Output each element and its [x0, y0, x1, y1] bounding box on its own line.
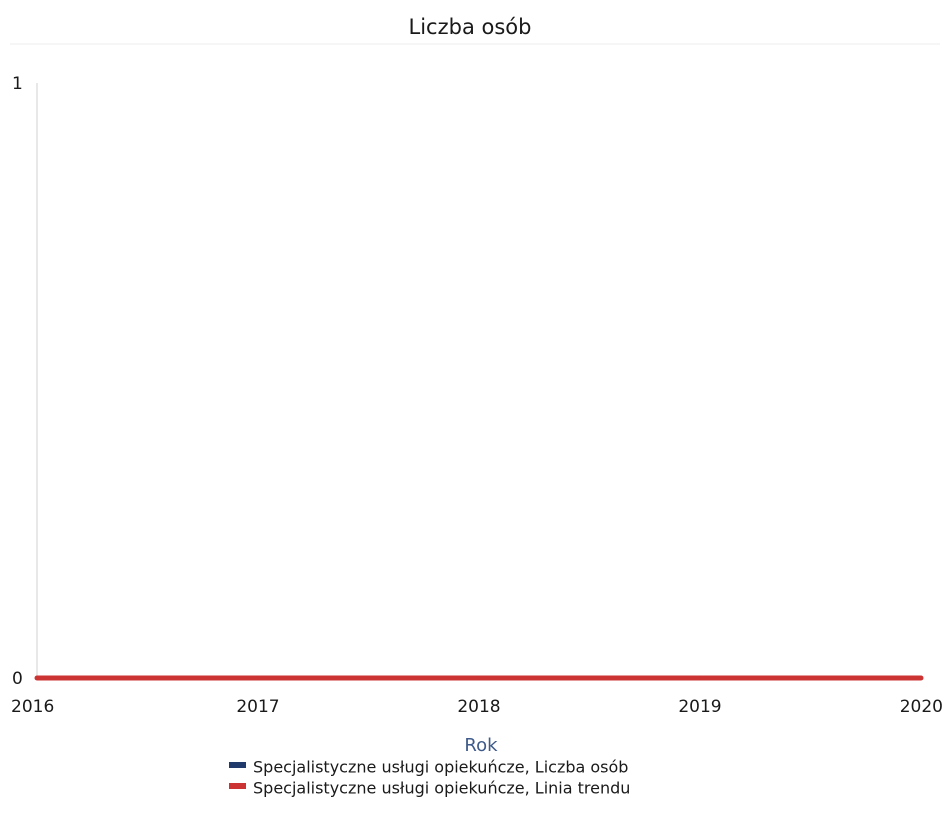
- chart-title: Liczba osób: [409, 15, 532, 39]
- legend-swatch: [229, 783, 246, 789]
- x-tick-label: 2019: [678, 697, 721, 717]
- legend-label: Specjalistyczne usługi opiekuńcze, Linia…: [253, 779, 630, 798]
- series-point: [698, 676, 702, 680]
- plot-area: 0 1 2016 2017 2018 2019 2020: [11, 74, 943, 717]
- series-point: [35, 676, 39, 680]
- series-point: [256, 676, 260, 680]
- y-tick-label: 0: [12, 669, 23, 689]
- x-tick-label: 2018: [457, 697, 500, 717]
- legend: Specjalistyczne usługi opiekuńcze, Liczb…: [229, 758, 630, 798]
- x-tick-label: 2017: [236, 697, 279, 717]
- series-point: [919, 676, 923, 680]
- series-point: [477, 676, 481, 680]
- legend-swatch: [229, 762, 246, 768]
- legend-label: Specjalistyczne usługi opiekuńcze, Liczb…: [253, 758, 628, 777]
- x-tick-label: 2020: [900, 697, 943, 717]
- y-tick-label: 1: [12, 74, 23, 94]
- x-tick-label: 2016: [11, 697, 54, 717]
- x-axis-title: Rok: [464, 735, 498, 756]
